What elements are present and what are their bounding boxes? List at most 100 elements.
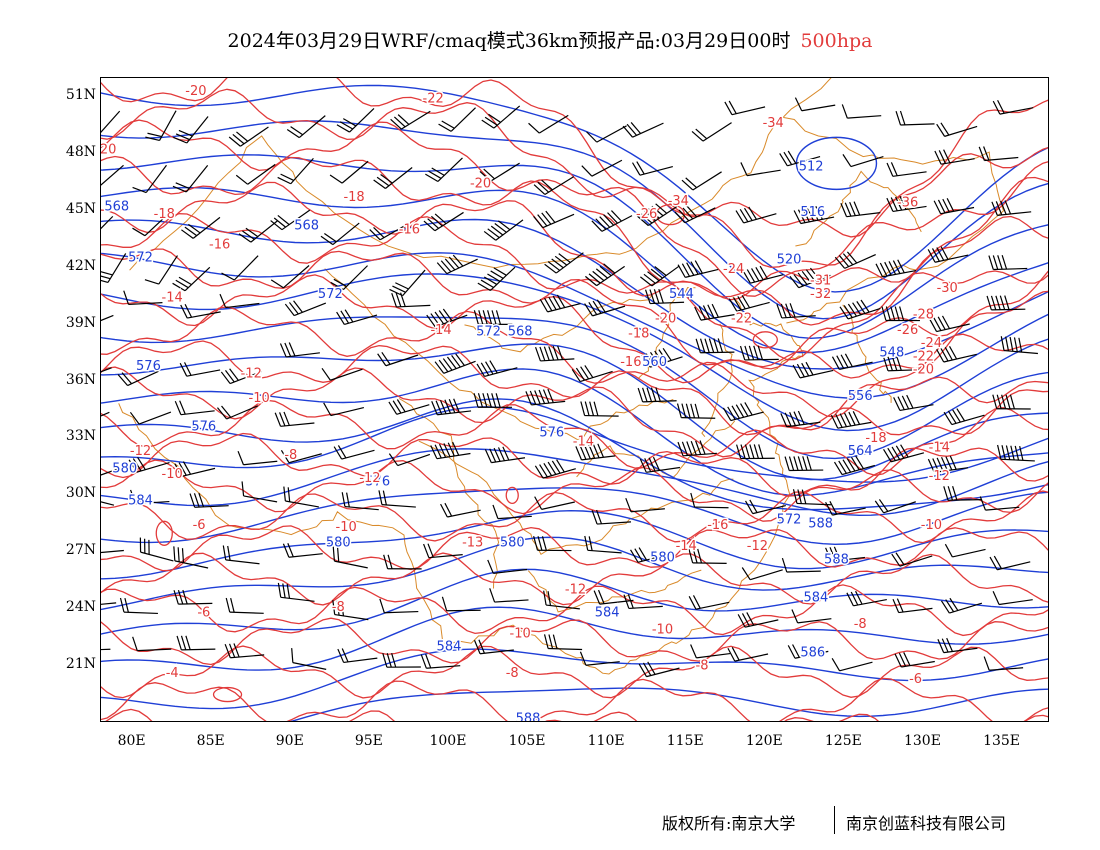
barb-feather — [983, 656, 990, 671]
barb-feather — [952, 409, 961, 423]
barb-staff — [426, 665, 461, 669]
wind-barb — [839, 299, 881, 320]
barb-staff — [434, 211, 464, 232]
wind-barb — [431, 398, 472, 416]
wind-barb — [241, 481, 278, 503]
barb-feather — [599, 216, 611, 228]
wind-barb — [831, 657, 873, 672]
barb-staff — [801, 104, 836, 112]
temperature-contour — [101, 617, 1048, 666]
longitude-tick-label: 120E — [745, 733, 783, 749]
barb-feather — [222, 545, 227, 560]
barb-feather — [495, 310, 502, 325]
barb-feather — [329, 174, 343, 184]
barb-feather — [538, 389, 546, 404]
barb-feather — [681, 403, 687, 418]
barb-staff — [692, 562, 727, 564]
height-contour-label: 572 — [777, 513, 802, 528]
wind-barb — [420, 654, 461, 669]
barb-feather — [653, 289, 660, 304]
wind-barb — [695, 338, 735, 354]
wind-barb — [929, 315, 970, 333]
barb-staff — [159, 110, 177, 141]
wind-barb — [282, 543, 323, 558]
barb-feather — [882, 356, 889, 371]
barb-feather — [688, 548, 694, 564]
temperature-contour-label: -12 — [929, 469, 950, 484]
temperature-contour-label: -18 — [628, 327, 649, 342]
barb-staff — [831, 556, 866, 562]
barb-feather — [588, 273, 601, 284]
barb-feather — [547, 261, 561, 271]
barb-staff — [489, 266, 516, 291]
barb-feather — [548, 296, 557, 311]
barb-feather — [840, 354, 849, 368]
barb-feather — [992, 255, 999, 270]
wind-barb — [881, 306, 920, 322]
barb-staff — [749, 569, 783, 581]
wind-barb — [691, 122, 732, 142]
barb-staff — [385, 354, 419, 367]
barb-feather — [744, 402, 753, 416]
barb-feather — [193, 493, 200, 508]
temperature-contour-label: -14 — [430, 323, 451, 338]
barb-feather — [986, 295, 992, 311]
longitude-tick-label: 95E — [354, 733, 383, 749]
barb-staff — [984, 156, 1019, 162]
barb-staff — [397, 453, 431, 467]
height-contour-label: 568 — [104, 200, 129, 215]
barb-staff — [951, 414, 985, 426]
barb-feather — [172, 282, 186, 292]
wind-barb — [825, 501, 866, 516]
barb-feather — [597, 443, 604, 458]
barb-feather — [887, 356, 893, 371]
barb-feather — [692, 548, 698, 564]
wind-barb — [638, 661, 680, 678]
barb-feather — [487, 310, 493, 325]
wind-barb — [321, 367, 363, 381]
barb-feather — [539, 298, 549, 313]
barb-feather — [592, 270, 605, 282]
barb-staff — [341, 160, 369, 184]
barb-feather — [681, 179, 694, 191]
temperature-contour — [101, 552, 1048, 606]
barb-feather — [647, 271, 660, 282]
wind-barb — [238, 220, 278, 243]
barb-staff — [989, 667, 1024, 671]
barb-feather — [286, 583, 291, 599]
barb-feather — [793, 210, 802, 224]
barb-feather — [833, 546, 841, 561]
barb-staff — [798, 274, 831, 289]
height-contour-label: 576 — [539, 425, 564, 440]
barb-staff — [630, 508, 665, 513]
barb-feather — [279, 343, 287, 358]
height-contour — [290, 687, 1048, 721]
temperature-contour-label: -14 — [676, 539, 697, 554]
barb-staff — [934, 254, 969, 263]
barb-feather — [690, 440, 697, 456]
wind-barb — [882, 356, 923, 372]
wind-barb — [789, 267, 831, 289]
wind-barb — [891, 552, 933, 567]
barb-feather — [175, 133, 190, 141]
barb-feather — [989, 556, 998, 571]
wind-barb — [434, 353, 476, 374]
barb-feather — [452, 441, 460, 456]
wind-barb — [741, 567, 783, 581]
barb-staff — [240, 126, 269, 147]
wind-barb — [440, 502, 481, 518]
barb-feather — [541, 536, 547, 551]
barb-feather — [781, 557, 788, 573]
barb-feather — [543, 463, 553, 477]
height-contour-label: 584 — [128, 494, 153, 509]
barb-feather — [780, 413, 788, 427]
barb-feather — [978, 146, 985, 161]
barb-staff — [107, 253, 127, 283]
map-panel[interactable]: 512 516 520 544 548 556 560 564 568 568 572 572 572 5… — [100, 77, 1049, 722]
barb-feather — [584, 445, 591, 460]
barb-staff — [225, 559, 260, 565]
wind-barb — [144, 255, 178, 285]
barb-feather — [695, 128, 708, 140]
height-contour-label: 588 — [808, 516, 833, 531]
barb-feather — [341, 492, 346, 507]
